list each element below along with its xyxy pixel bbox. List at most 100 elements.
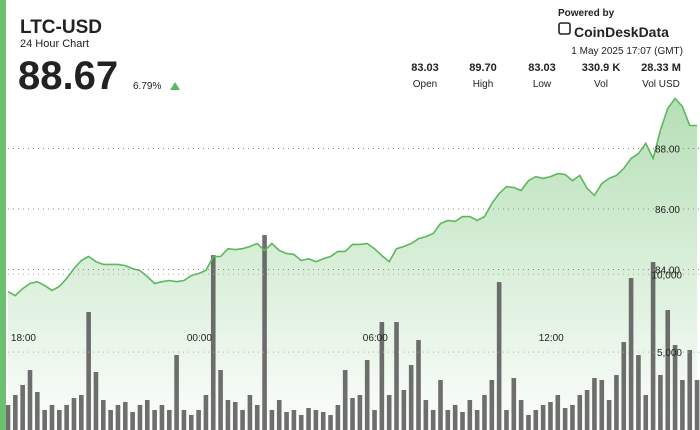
- volume-bar: [225, 400, 231, 430]
- stat-label: Vol USD: [642, 79, 680, 90]
- volume-bar: [452, 405, 458, 430]
- volume-bar: [548, 402, 553, 430]
- volume-bar: [562, 408, 568, 430]
- volume-bar: [196, 410, 201, 430]
- volume-bar: [13, 395, 18, 430]
- volume-bar: [240, 410, 245, 430]
- volume-bar: [438, 380, 443, 430]
- volume-bar: [372, 410, 377, 430]
- volume-bar: [401, 390, 407, 430]
- volume-bar: [694, 380, 700, 430]
- volume-bar: [592, 378, 597, 430]
- volume-bar: [174, 355, 179, 430]
- volume-bar: [621, 342, 627, 430]
- price-line: [7, 97, 698, 297]
- volume-bar: [328, 415, 333, 430]
- volume-bar: [555, 395, 561, 430]
- stat-label: Open: [413, 79, 437, 90]
- volume-bar: [665, 310, 671, 430]
- stat-value: 330.9 K: [582, 62, 621, 74]
- volume-bar: [137, 405, 143, 430]
- volume-bar: [159, 405, 165, 430]
- brand: CoinDeskData: [574, 24, 669, 40]
- x-tick-label: 18:00: [11, 333, 36, 344]
- volume-bar: [276, 400, 282, 430]
- volume-bar: [108, 410, 113, 430]
- volume-bar: [636, 355, 641, 430]
- volume-bar: [130, 411, 135, 430]
- volume-bar: [298, 415, 304, 430]
- subtitle: 24 Hour Chart: [20, 38, 89, 50]
- volume-bar: [203, 395, 209, 430]
- volume-bar: [430, 410, 436, 430]
- stat-value: 83.03: [528, 62, 556, 74]
- volume-bar: [232, 402, 238, 430]
- volume-bar: [577, 395, 583, 430]
- volume-bar: [86, 312, 91, 430]
- volume-bar: [181, 410, 187, 430]
- volume-bar: [71, 398, 77, 430]
- volume-bar: [394, 322, 399, 430]
- stat-label: Low: [533, 79, 552, 90]
- stat-value: 83.03: [411, 62, 439, 74]
- volume-bar: [680, 380, 685, 430]
- x-tick-label: 06:00: [363, 333, 388, 344]
- volume-bar: [342, 370, 348, 430]
- y-tick-label: 84.00: [655, 266, 680, 277]
- volume-bar: [496, 282, 502, 430]
- up-arrow: [170, 82, 180, 90]
- y-tick-label: 10,000: [651, 270, 682, 281]
- volume-bar: [628, 278, 634, 430]
- volume-bar: [335, 405, 341, 430]
- volume-bar: [152, 410, 157, 430]
- volume-bar: [115, 405, 121, 430]
- volume-bar: [247, 395, 253, 430]
- volume-bar: [210, 255, 216, 430]
- volume-bar: [144, 400, 150, 430]
- y-tick-label: 86.00: [655, 205, 680, 216]
- volume-bar: [482, 395, 487, 430]
- volume-bar: [5, 405, 11, 430]
- volume-bar: [49, 405, 55, 430]
- volume-bar: [460, 411, 465, 430]
- volume-bar: [570, 405, 575, 430]
- volume-bar: [320, 411, 326, 430]
- volume-bar: [584, 390, 590, 430]
- volume-bar: [364, 360, 370, 430]
- volume-bar: [614, 375, 619, 430]
- stat-value: 28.33 M: [641, 62, 681, 74]
- powered-by: Powered by: [558, 8, 615, 19]
- volume-bar: [291, 410, 297, 430]
- volume-bar: [262, 235, 267, 430]
- volume-bar: [100, 400, 106, 430]
- volume-bar: [188, 415, 194, 430]
- volume-bar: [379, 322, 385, 430]
- volume-bar: [599, 380, 605, 430]
- volume-bar: [658, 375, 663, 430]
- volume-bar: [166, 410, 172, 430]
- volume-bar: [416, 340, 421, 430]
- volume-bar: [423, 400, 429, 430]
- volume-bar: [35, 392, 40, 430]
- volume-bar: [42, 410, 47, 430]
- brand-icon: [558, 22, 571, 35]
- price: 88.67: [18, 54, 118, 98]
- volume-bar: [489, 380, 495, 430]
- volume-bar: [20, 385, 25, 430]
- volume-bar: [306, 408, 311, 430]
- stat-label: Vol: [594, 79, 608, 90]
- volume-bar: [408, 365, 414, 430]
- volume-bar: [533, 410, 539, 430]
- x-tick-label: 12:00: [539, 333, 564, 344]
- volume-bar: [672, 345, 678, 430]
- volume-bar: [269, 410, 275, 430]
- volume-bar: [606, 400, 612, 430]
- timestamp: 1 May 2025 17:07 (GMT): [571, 46, 683, 57]
- volume-bar: [254, 405, 260, 430]
- volume-bar: [526, 415, 531, 430]
- volume-bar: [643, 395, 649, 430]
- volume-bar: [474, 410, 480, 430]
- volume-bar: [313, 410, 319, 430]
- y-tick-label: 88.00: [655, 144, 680, 155]
